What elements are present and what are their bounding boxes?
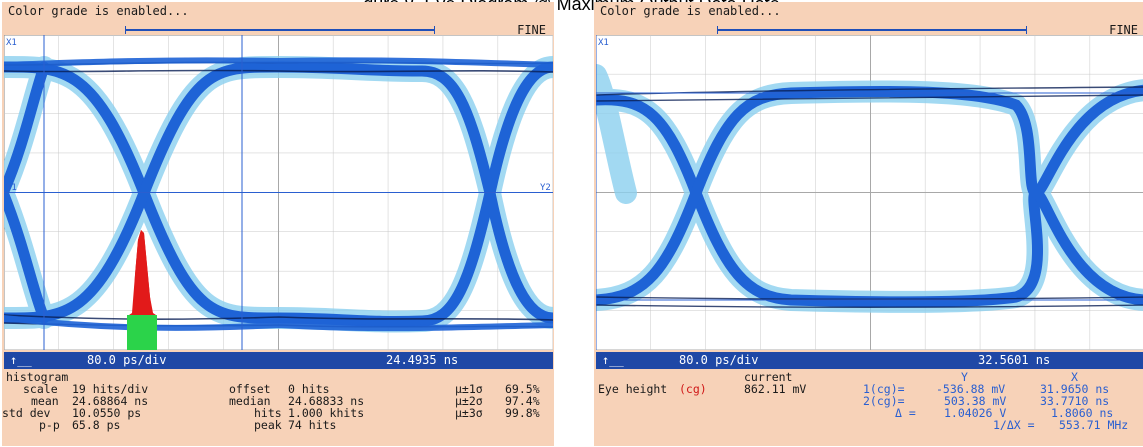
x-header: X [1071, 370, 1078, 384]
sigma1-label: μ±1σ [455, 382, 483, 396]
hits-label: hits [254, 406, 282, 420]
cursor1-x: 31.9650 ns [1040, 382, 1110, 396]
timebase-bar: ↑__ 80.0 ps/div 32.5601 ns [596, 352, 1143, 369]
inv-delta-x: 553.71 MHz [1059, 418, 1129, 432]
color-grade-status: Color grade is enabled... [8, 4, 189, 18]
current-header: current [744, 370, 793, 384]
histogram-window-bar[interactable] [717, 26, 1027, 34]
median-label: median [229, 394, 271, 408]
delta-x: 1.8060 ns [1051, 406, 1114, 420]
marker-y1-label: Y1 [6, 183, 17, 193]
marker-y2-label: Y2 [540, 183, 551, 193]
acquisition-mode: FINE [1109, 23, 1138, 37]
cursor1-label: 1(cg)= [863, 382, 905, 396]
eye-height-label: Eye height [598, 382, 668, 396]
pp-label: p-p [39, 418, 60, 432]
hits-value: 1.000 khits [288, 406, 365, 420]
trigger-arrow-icon: ↑__ [602, 353, 624, 367]
timebase-scale: 80.0 ps/div [87, 353, 167, 367]
eye-trace-left [4, 55, 553, 333]
delta-y: 1.04026 V [944, 406, 1007, 420]
jitter-histogram-green [127, 315, 157, 350]
peak-value: 74 hits [288, 418, 337, 432]
cursor2-y: 503.38 mV [944, 394, 1007, 408]
histogram-window-bar[interactable] [125, 26, 435, 34]
horizontal-position: 24.4935 ns [386, 353, 459, 367]
offset-value: 0 hits [288, 382, 330, 396]
sigma2-label: μ±2σ [455, 394, 483, 408]
horizontal-position: 32.5601 ns [978, 353, 1051, 367]
median-value: 24.68833 ns [288, 394, 365, 408]
color-grade-status: Color grade is enabled... [600, 4, 781, 18]
trigger-arrow-icon: ↑__ [10, 353, 32, 367]
sigma3-label: μ±3σ [455, 406, 483, 420]
cursor2-x: 33.7710 ns [1040, 394, 1110, 408]
pp-value: 65.8 ps [72, 418, 121, 432]
scope-panel-histogram: Color grade is enabled... FINE [2, 2, 554, 446]
cursor2-label: 2(cg)= [863, 394, 905, 408]
std-dev-value: 10.0550 ps [72, 406, 142, 420]
offset-label: offset [229, 382, 271, 396]
mean-label: mean [31, 394, 59, 408]
scale-label: scale [23, 382, 58, 396]
figure-caption: gure 8. Eye Diagram @ Maximum Output Dat… [363, 0, 780, 11]
peak-label: peak [254, 418, 282, 432]
timebase-bar: ↑__ 80.0 ps/div 24.4935 ns [4, 352, 553, 369]
sigma1-value: 69.5% [505, 382, 540, 396]
delta-label: Δ = [895, 406, 916, 420]
timebase-scale: 80.0 ps/div [679, 353, 759, 367]
eye-height-cg: (cg) [679, 382, 707, 396]
eye-diagram-plot-left: X1 Y1 Y2 [4, 35, 553, 350]
sigma3-value: 99.8% [505, 406, 540, 420]
scale-value: 19 hits/div [72, 382, 149, 396]
eye-height-value: 862.11 mV [744, 382, 807, 396]
marker-x1-label: X1 [6, 38, 17, 48]
y-header: Y [961, 370, 968, 384]
sigma2-value: 97.4% [505, 394, 540, 408]
inv-delta-label: 1/ΔX = [993, 418, 1035, 432]
scope-panel-eye-height: Color grade is enabled... FINE [594, 2, 1143, 446]
eye-diagram-plot-right: X1 [596, 35, 1143, 350]
marker-x1-label: X1 [598, 38, 609, 48]
std-dev-label: std dev [2, 406, 51, 420]
histogram-title: histogram [6, 370, 69, 384]
mean-value: 24.68864 ns [72, 394, 149, 408]
cursor1-y: -536.88 mV [936, 382, 1006, 396]
acquisition-mode: FINE [517, 23, 546, 37]
